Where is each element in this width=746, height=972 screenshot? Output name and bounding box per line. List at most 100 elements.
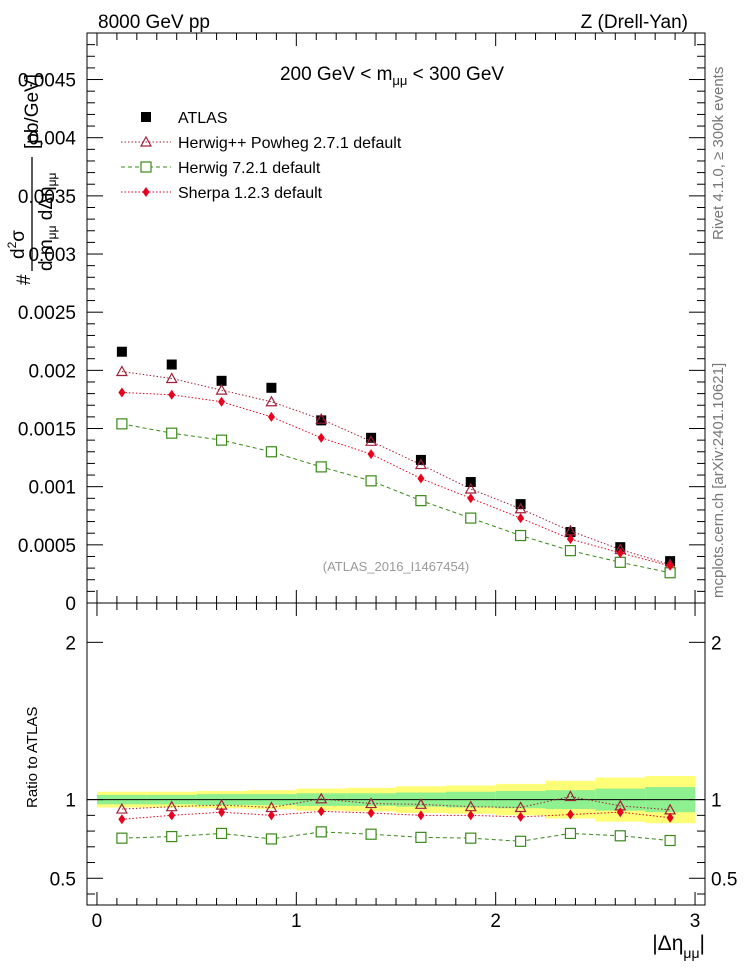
series-2-ratio-point — [215, 827, 228, 840]
series-1-ratio-point — [365, 797, 378, 809]
series-0-point — [366, 432, 377, 443]
series-2-ratio-point — [664, 834, 676, 847]
y-tick-label: 0 — [65, 594, 76, 615]
legend-label: Herwig 7.2.1 default — [178, 160, 321, 177]
y-tick-label: 0.0025 — [18, 303, 76, 324]
ratio-panel — [86, 602, 706, 906]
y-axis-label: # d2σ d mμμ dΔημμ [pb/GeV] — [5, 74, 59, 285]
series-0-point — [615, 542, 626, 553]
series-0-point — [465, 477, 476, 488]
ratio-frame — [86, 602, 706, 906]
series-2-point — [365, 475, 377, 487]
series-3-ratio-point — [118, 814, 126, 825]
ratio-tick-label: 2 — [65, 633, 76, 654]
series-3-ratio-point — [467, 810, 475, 821]
series-0-point — [316, 415, 327, 426]
series-1-point — [464, 482, 477, 494]
series-2-point — [614, 556, 626, 568]
header-right: Z (Drell-Yan) — [581, 12, 688, 33]
series-3-point — [467, 493, 475, 504]
series-3-point — [616, 547, 624, 558]
series-1-line — [121, 371, 671, 566]
series-1-point — [115, 365, 128, 377]
series-2-point — [465, 512, 477, 524]
y-tick-label: 0.0045 — [18, 71, 76, 92]
y-tick-label: 0.002 — [28, 361, 76, 382]
series-2-ratio-point — [614, 830, 626, 842]
series-3-point — [517, 513, 525, 524]
y-tick-label: 0.004 — [28, 129, 76, 150]
y-tick-label: 0.0015 — [18, 420, 76, 441]
legend: ATLAS Herwig++ Powheg 2.7.1 default Herwig… — [121, 110, 402, 202]
series-0-point — [266, 382, 277, 393]
series-3-point — [118, 387, 126, 398]
series-3-ratio-point — [367, 807, 375, 818]
ratio-tick-label-right: 2 — [711, 633, 722, 654]
series-2-point — [415, 495, 427, 507]
series-1-point — [514, 502, 527, 514]
series-3-ratio-point — [168, 810, 176, 821]
series-2-point — [116, 418, 128, 430]
series-3-ratio-point — [566, 809, 574, 820]
svg-text:#: # — [14, 274, 35, 285]
series-3-ratio-point — [417, 810, 425, 821]
mcplots-label: mcplots.cern.ch [arXiv:2401.10621] — [710, 363, 727, 598]
header-left: 8000 GeV pp — [98, 12, 210, 33]
series-3-point — [666, 560, 674, 571]
ratio-tick-label: 0.5 — [50, 869, 76, 890]
series-2-point — [564, 545, 577, 557]
series-2-point — [514, 529, 527, 542]
series-3-line — [121, 391, 671, 567]
series-2-ratio-point — [415, 831, 427, 843]
series-0-point — [116, 346, 127, 357]
ratio-y-label: Ratio to ATLAS — [24, 707, 41, 808]
series-1-point — [215, 383, 228, 395]
series-1-ratio-point — [564, 790, 577, 802]
series-3-point — [566, 534, 574, 545]
series-3-ratio-point — [517, 811, 525, 822]
series-3-ratio-line — [121, 810, 671, 820]
main-panel — [86, 32, 706, 604]
series-2-line — [121, 423, 671, 574]
y-tick-label: 0.001 — [28, 478, 76, 499]
series-3-ratio-point — [317, 806, 325, 817]
rivet-label: Rivet 4.1.0, ≥ 300k events — [710, 67, 727, 240]
x-tick-label: 1 — [291, 911, 302, 932]
svg-text:d mμμ dΔημμ: d mμμ dΔημμ — [36, 172, 59, 271]
series-1-ratio-point — [514, 801, 527, 813]
analysis-watermark: (ATLAS_2016_I1467454) — [323, 559, 469, 574]
series-0-point — [166, 359, 177, 370]
legend-marker — [139, 135, 153, 147]
series-3-point — [267, 411, 275, 422]
series-2-ratio-point — [265, 833, 278, 845]
x-tick-label: 2 — [490, 911, 501, 932]
ratio-tick-label-right: 1 — [711, 791, 722, 812]
series-0-point — [565, 527, 576, 538]
series-2-point — [215, 434, 228, 446]
series-2-ratio-point — [166, 830, 178, 843]
series-2-ratio-point — [514, 835, 527, 847]
series-1-ratio-point — [414, 798, 427, 809]
series-1-ratio-point — [315, 792, 328, 804]
series-2-point — [166, 427, 178, 439]
series-2-ratio-point — [116, 832, 128, 844]
series-2-ratio-point — [564, 827, 577, 840]
series-2-ratio-point — [465, 832, 477, 844]
series-3-ratio-point — [666, 812, 674, 823]
chart-title: 200 GeV < mμμ < 300 GeV — [280, 64, 504, 88]
series-2-ratio-point — [315, 826, 327, 838]
y-tick-label: 0.0005 — [18, 536, 76, 557]
x-tick-label: 0 — [92, 911, 103, 932]
y-tick-label: 0.003 — [28, 245, 76, 266]
series-3-ratio-point — [616, 807, 624, 818]
legend-marker — [140, 161, 152, 173]
series-3-point — [317, 432, 325, 443]
legend-label: Sherpa 1.2.3 default — [178, 185, 323, 202]
ratio-tick-label-right: 0.5 — [711, 869, 737, 890]
series-1-point — [414, 458, 427, 470]
ratio-tick-label: 1 — [65, 791, 76, 812]
y-tick-label: 0.0035 — [18, 187, 76, 208]
svg-text:[pb/GeV]: [pb/GeV] — [22, 74, 43, 149]
series-3-point — [168, 389, 176, 400]
